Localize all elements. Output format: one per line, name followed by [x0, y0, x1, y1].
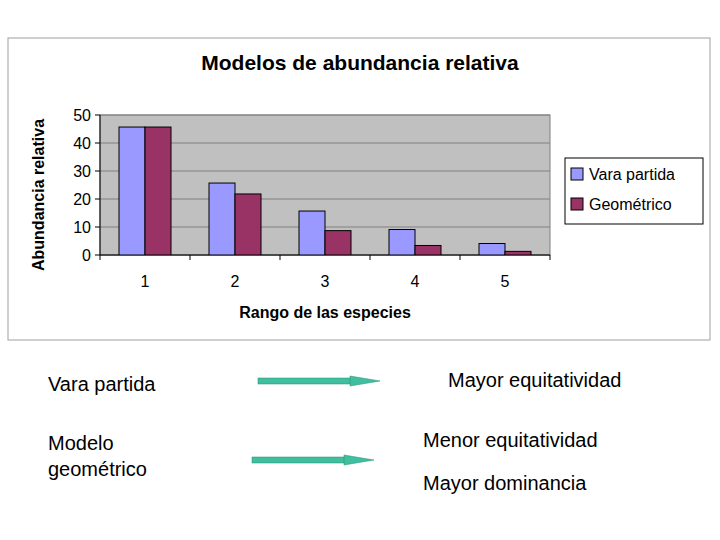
- note-model: Modelo geométrico: [48, 432, 147, 480]
- y-tick-label: 50: [73, 107, 91, 124]
- y-tick: [95, 227, 100, 228]
- x-tick: [280, 255, 281, 260]
- y-tick-label: 40: [73, 135, 91, 152]
- y-tick: [95, 199, 100, 200]
- note-effect: Mayor equitatividad: [448, 369, 621, 391]
- bar: [389, 230, 415, 255]
- arrow-shaft: [252, 457, 346, 463]
- x-tick-label: 2: [231, 273, 240, 290]
- chart-frame: [8, 38, 710, 340]
- note-model-line: Modelo: [48, 432, 119, 454]
- arrow-shaft: [258, 378, 352, 384]
- bars: [119, 127, 531, 255]
- x-tick-label: 1: [141, 273, 150, 290]
- x-tick: [190, 255, 191, 260]
- y-axis-title: Abundancia relativa: [30, 119, 47, 271]
- bar: [145, 127, 171, 255]
- legend-label: Vara partida: [589, 166, 675, 183]
- arrow-head: [344, 455, 374, 465]
- bar: [235, 194, 261, 255]
- y-tick: [95, 143, 100, 144]
- page: Modelos de abundancia relativa 0 10 20 30 40 5…: [0, 0, 720, 540]
- x-tick: [460, 255, 461, 260]
- y-tick: [95, 171, 100, 172]
- x-axis-title: Rango de las especies: [239, 304, 411, 321]
- y-tick-label: 30: [73, 163, 91, 180]
- legend: [565, 158, 703, 224]
- legend-label: Geométrico: [589, 196, 672, 213]
- note-model: Vara partida: [48, 373, 156, 395]
- legend-swatch: [571, 168, 583, 180]
- bar: [325, 231, 351, 255]
- bar: [119, 127, 145, 255]
- legend-swatch: [571, 198, 583, 210]
- x-tick: [100, 255, 101, 260]
- bar: [415, 245, 441, 255]
- plot-area: [100, 115, 550, 255]
- note-effect: Mayor dominancia: [423, 472, 587, 494]
- x-tick: [370, 255, 371, 260]
- bar: [299, 211, 325, 255]
- x-tick-label: 5: [501, 273, 510, 290]
- title: Modelos de abundancia relativa: [201, 51, 519, 74]
- x-tick-label: 4: [411, 273, 420, 290]
- arrow-head: [350, 376, 380, 386]
- x-tick-label: 3: [321, 273, 330, 290]
- x-tick: [550, 255, 551, 260]
- grid-line: [100, 115, 550, 116]
- note-model-line: geométrico: [48, 458, 147, 480]
- note-effect: Menor equitatividad: [423, 429, 598, 451]
- y-tick-label: 10: [73, 219, 91, 236]
- bar: [505, 251, 531, 255]
- y-tick: [95, 255, 100, 256]
- y-axis: [100, 115, 101, 255]
- y-tick: [95, 115, 100, 116]
- y-tick-label: 20: [73, 191, 91, 208]
- bar: [479, 244, 505, 255]
- bar: [209, 183, 235, 255]
- y-tick-label: 0: [82, 247, 91, 264]
